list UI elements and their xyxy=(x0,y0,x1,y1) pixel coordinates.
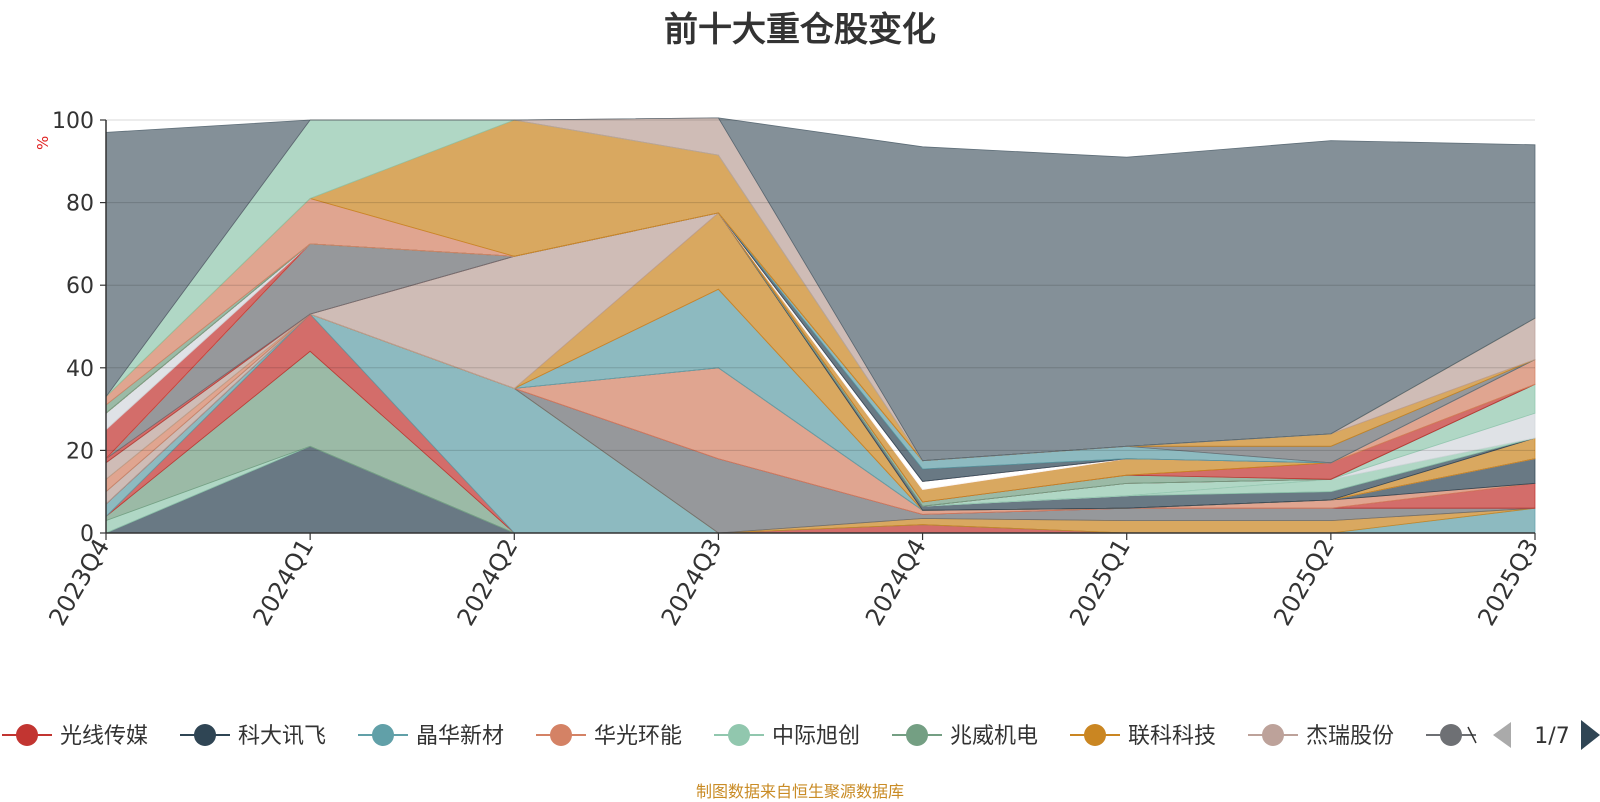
area-series-group xyxy=(105,117,1536,534)
y-tick-label: 100 xyxy=(52,109,94,134)
legend-marker-icon xyxy=(550,724,572,746)
x-tick-label: 2024Q1 xyxy=(247,534,319,630)
legend-label: 晶华新材 xyxy=(416,724,504,749)
legend-prev-page-icon[interactable] xyxy=(1493,722,1511,748)
legend-item[interactable]: 联科科技 xyxy=(1070,724,1216,749)
legend-item[interactable]: 光线传媒 xyxy=(2,724,148,749)
legend-item[interactable]: 晶华新材 xyxy=(358,724,504,749)
x-tick-label: 2024Q2 xyxy=(452,534,524,630)
legend-item[interactable]: 科大讯飞 xyxy=(180,724,326,749)
y-tick-label: 0 xyxy=(80,522,94,547)
x-tick-label: 2024Q3 xyxy=(656,534,728,630)
legend-item[interactable]: 华光环能 xyxy=(536,724,682,749)
legend: 光线传媒 科大讯飞 晶华新材 华光环能 中际旭创 兆威机电 联科科技 杰瑞股份 1/7 xyxy=(2,715,1600,755)
legend-marker-icon xyxy=(1262,724,1284,746)
x-tick-label: 2023Q4 xyxy=(43,534,115,630)
legend-label: 联科科技 xyxy=(1128,724,1216,749)
legend-next-page-icon[interactable] xyxy=(1581,720,1600,750)
legend-label: 华光环能 xyxy=(594,724,682,749)
legend-marker-icon xyxy=(16,724,38,746)
x-tick-label: 2025Q1 xyxy=(1064,534,1136,630)
source-note: 制图数据来自恒生聚源数据库 xyxy=(695,782,904,801)
x-tick-label: 2024Q4 xyxy=(860,534,932,630)
y-tick-label: 40 xyxy=(66,357,94,382)
y-tick-label: 80 xyxy=(66,192,94,217)
x-tick-label: 2025Q2 xyxy=(1268,534,1340,630)
legend-label: 杰瑞股份 xyxy=(1306,724,1394,749)
grid-lines xyxy=(106,119,1535,451)
x-tick-label: 2025Q3 xyxy=(1472,534,1544,630)
legend-label: 兆威机电 xyxy=(950,724,1038,749)
legend-item[interactable]: 中际旭创 xyxy=(714,724,860,749)
legend-page-indicator: 1/7 xyxy=(1534,724,1569,749)
legend-label: 中际旭创 xyxy=(772,724,860,749)
chart-title: 前十大重仓股变化 xyxy=(664,10,936,50)
legend-marker-icon xyxy=(1084,724,1106,746)
y-tick-label: 60 xyxy=(66,274,94,299)
y-tick-label: 20 xyxy=(66,439,94,464)
legend-marker-icon xyxy=(372,724,394,746)
legend-item[interactable] xyxy=(1426,724,1476,746)
area-series-38 xyxy=(105,117,1536,462)
legend-item[interactable]: 杰瑞股份 xyxy=(1248,724,1394,749)
legend-marker-icon xyxy=(194,724,216,746)
legend-label: 光线传媒 xyxy=(60,724,148,749)
legend-marker-icon xyxy=(728,724,750,746)
legend-item[interactable]: 兆威机电 xyxy=(892,724,1038,749)
legend-label: 科大讯飞 xyxy=(238,724,326,749)
legend-overflow-glyph xyxy=(1467,726,1477,744)
legend-marker-icon xyxy=(1440,724,1462,746)
legend-marker-icon xyxy=(906,724,928,746)
